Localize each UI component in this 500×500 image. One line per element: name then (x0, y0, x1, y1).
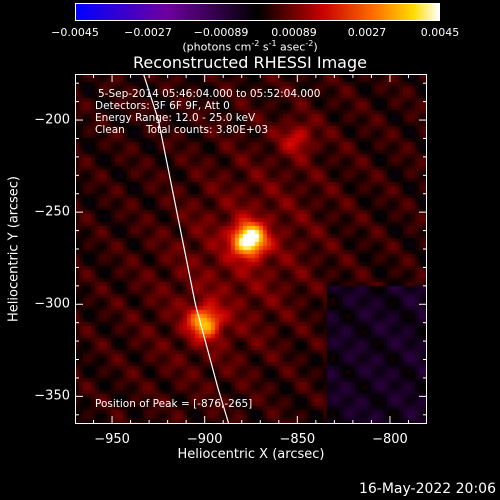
colorbar-tick-label: 0.0027 (347, 26, 387, 39)
colorbar-units: (photons cm-2 s-1 asec-2) (182, 39, 318, 54)
info-detectors: Detectors: 3F 6F 9F, Att 0 (95, 100, 230, 112)
colorbar-tick-label: 0.00089 (271, 26, 317, 39)
colorbar-tick-label: −0.00089 (193, 26, 249, 39)
info-energy: Energy Range: 12.0 - 25.0 keV (95, 112, 256, 124)
y-tick-label: −350 (34, 388, 70, 404)
colorbar (75, 3, 440, 21)
colorbar-tick-label: 0.0045 (420, 26, 460, 39)
x-tick-label: −950 (94, 432, 130, 447)
y-axis-label: Heliocentric Y (arcsec) (6, 176, 22, 322)
colorbar-tick-label: −0.0045 (51, 26, 99, 39)
image-heatmap (75, 74, 427, 424)
chart-title: Reconstructed RHESSI Image (133, 53, 367, 72)
x-tick-label: −850 (279, 432, 316, 447)
colorbar-tick-label: −0.0027 (124, 26, 172, 39)
x-tick-label: −900 (186, 432, 223, 447)
info-time-range: 5-Sep-2014 05:46:04.000 to 05:52:04.000 (98, 88, 321, 100)
info-counts: Total counts: 3.80E+03 (146, 124, 269, 136)
x-axis-label: Heliocentric X (arcsec) (177, 447, 325, 462)
plot-area (75, 74, 427, 424)
info-algorithm: Clean (95, 124, 125, 136)
x-tick-label: −800 (372, 432, 408, 447)
y-tick-label: −200 (34, 112, 70, 128)
timestamp-footer: 16-May-2022 20:06 (358, 481, 496, 497)
solar-limb-line (142, 74, 230, 424)
info-peak-position: Position of Peak = [-876,-265] (95, 398, 253, 410)
y-tick-label: −250 (34, 204, 70, 220)
y-tick-label: −300 (34, 296, 70, 312)
